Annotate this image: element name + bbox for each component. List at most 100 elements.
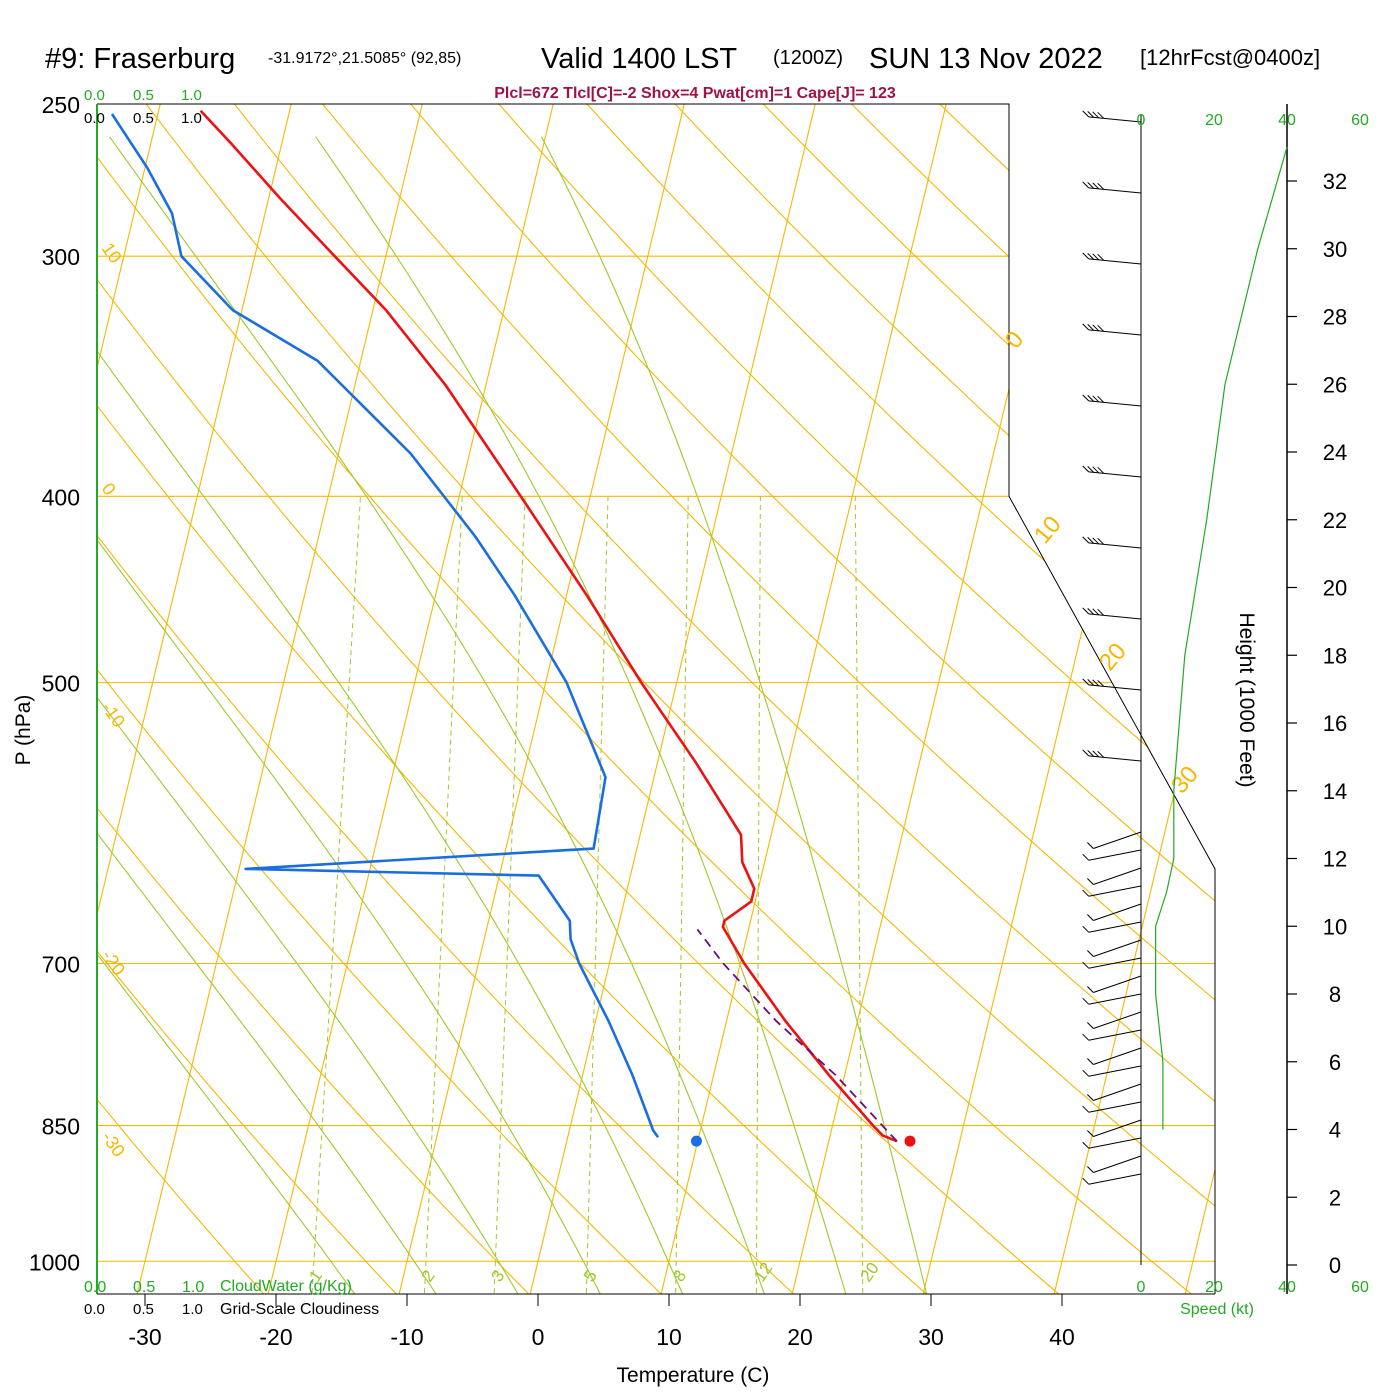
wind-barb: [1082, 394, 1142, 407]
title-coords: -31.9172°,21.5085° (92,85): [268, 50, 461, 67]
dewpoint-profile-line: [110, 113, 660, 1139]
wind-barb: [1082, 1101, 1142, 1113]
indices-line: Plcl=672 Tlcl[C]=-2 Shox=4 Pwat[cm]=1 Ca…: [494, 85, 896, 102]
x-axis-label: Temperature (C): [617, 1364, 770, 1387]
cloud-tick-bot-black-1: 0.5: [133, 1301, 154, 1318]
wind-barb: [1087, 1083, 1142, 1101]
wind-barb: [1087, 831, 1142, 849]
dry-adiabat-line: [589, 104, 1215, 1294]
pressure-tick-label: 700: [42, 952, 80, 978]
dry-adiabat-line: [176, 104, 1215, 1294]
isotherm-line: [649, 104, 992, 1294]
wind-barb: [1082, 1173, 1142, 1185]
isotherm-label: 10: [98, 239, 126, 267]
speed-tick-top-3: 60: [1351, 112, 1369, 129]
wind-barb: [1087, 867, 1142, 885]
height-tick-label: 12: [1323, 847, 1347, 872]
cloud-tick-top-black-2: 1.0: [181, 110, 202, 127]
speed-tick-bot-2: 40: [1278, 1279, 1296, 1296]
mixing-ratio-label: 12: [750, 1259, 776, 1285]
dry-adiabat-line: [97, 104, 1215, 1294]
height-tick-label: 30: [1323, 237, 1347, 262]
dry-adiabat-line: [258, 104, 1215, 1294]
wind-barb: [1087, 1119, 1142, 1137]
speed-label: Speed (kt): [1180, 1301, 1254, 1318]
height-tick-label: 28: [1323, 305, 1347, 330]
height-tick-label: 6: [1329, 1050, 1341, 1075]
dry-adiabat-line: [97, 104, 307, 1294]
isotherm-line: [256, 104, 599, 1294]
mixing-ratio-label: 2: [418, 1267, 439, 1286]
y-axis-label: P (hPa): [12, 695, 35, 766]
wind-barb: [1082, 993, 1142, 1005]
wind-barb: [1087, 903, 1142, 921]
wind-barb: [1087, 1011, 1142, 1029]
temperature-profile-line: [199, 109, 898, 1143]
pressure-tick-label: 500: [42, 671, 80, 697]
mixing-ratio-line: [755, 496, 761, 1294]
mixing-ratio-line: [493, 496, 526, 1294]
mixing-ratio-label: 5: [580, 1267, 601, 1286]
wind-barb: [1082, 957, 1142, 969]
dry-adiabat-line: [97, 104, 845, 1294]
height-tick-label: 18: [1323, 643, 1347, 668]
height-tick-label: 26: [1323, 372, 1347, 397]
speed-tick-bot-0: 0: [1137, 1279, 1146, 1296]
cloudiness-label: Grid-Scale Cloudiness: [220, 1301, 379, 1318]
title-station: #9: Fraserburg: [45, 43, 235, 75]
wind-barb: [1082, 1065, 1142, 1077]
isotherm-line: [911, 104, 1215, 1294]
plot-frame-right: [97, 103, 1216, 1294]
isotherm-label: 0: [1000, 326, 1029, 354]
isotherm-line: [780, 104, 1123, 1294]
cloud-tick-bot-green-0: 0.0: [84, 1279, 106, 1296]
mixing-ratio-line: [310, 496, 361, 1294]
wind-barb: [1082, 1137, 1142, 1149]
moist-adiabat-line: [541, 136, 939, 1294]
height-tick-label: 10: [1323, 914, 1347, 939]
wind-barb: [1082, 849, 1142, 861]
title-valid: Valid 1400 LST: [541, 43, 737, 75]
x-tick-label: 40: [1049, 1324, 1075, 1350]
pressure-tick-label: 1000: [29, 1249, 80, 1275]
wind-barb: [1087, 939, 1142, 957]
cloud-tick-bot-green-2: 1.0: [182, 1279, 204, 1296]
height-tick-label: 0: [1329, 1253, 1341, 1278]
cloud-tick-top-green-0: 0.0: [84, 87, 105, 104]
pressure-tick-label: 400: [42, 484, 80, 510]
x-tick-label: 0: [532, 1324, 545, 1350]
dry-adiabat-line: [97, 104, 980, 1294]
moist-adiabat-line: [97, 136, 703, 1294]
mixing-ratio-line: [675, 496, 689, 1294]
title-forecast: [12hrFcst@0400z]: [1140, 45, 1320, 70]
height-tick-label: 24: [1323, 440, 1347, 465]
isotherm-line: [1305, 0, 1400, 1341]
wind-barb: [1087, 1047, 1142, 1065]
dry-adiabat-line: [97, 104, 1115, 1294]
dry-adiabat-line: [506, 104, 1215, 1294]
height-tick-label: 20: [1323, 576, 1347, 601]
wind-barb: [1082, 1029, 1142, 1041]
dry-adiabat-line: [97, 104, 1215, 1294]
wind-speed-profile-line: [1155, 146, 1288, 1130]
moist-adiabat-line: [97, 136, 389, 1294]
height-tick-label: 14: [1323, 779, 1347, 804]
wind-barb: [1082, 465, 1142, 478]
speed-tick-bot-3: 60: [1351, 1279, 1369, 1296]
height-tick-label: 8: [1329, 982, 1341, 1007]
title-zulu: (1200Z): [773, 47, 843, 69]
dry-adiabat-line: [97, 104, 576, 1294]
wind-barb: [1082, 607, 1142, 620]
cloud-tick-top-black-1: 0.5: [133, 110, 154, 127]
cloud-tick-bot-black-0: 0.0: [84, 1301, 105, 1318]
mixing-ratio-line: [854, 496, 864, 1294]
wind-barb: [1082, 536, 1142, 549]
isotherm-label: -20: [98, 946, 129, 979]
isotherm-line: [387, 104, 730, 1294]
moist-adiabat-line: [97, 136, 625, 1294]
surface-temperature-point: [904, 1135, 916, 1147]
isotherm-label: 30: [1166, 761, 1204, 799]
x-tick-label: 20: [787, 1324, 813, 1350]
wind-barb: [1082, 921, 1142, 933]
